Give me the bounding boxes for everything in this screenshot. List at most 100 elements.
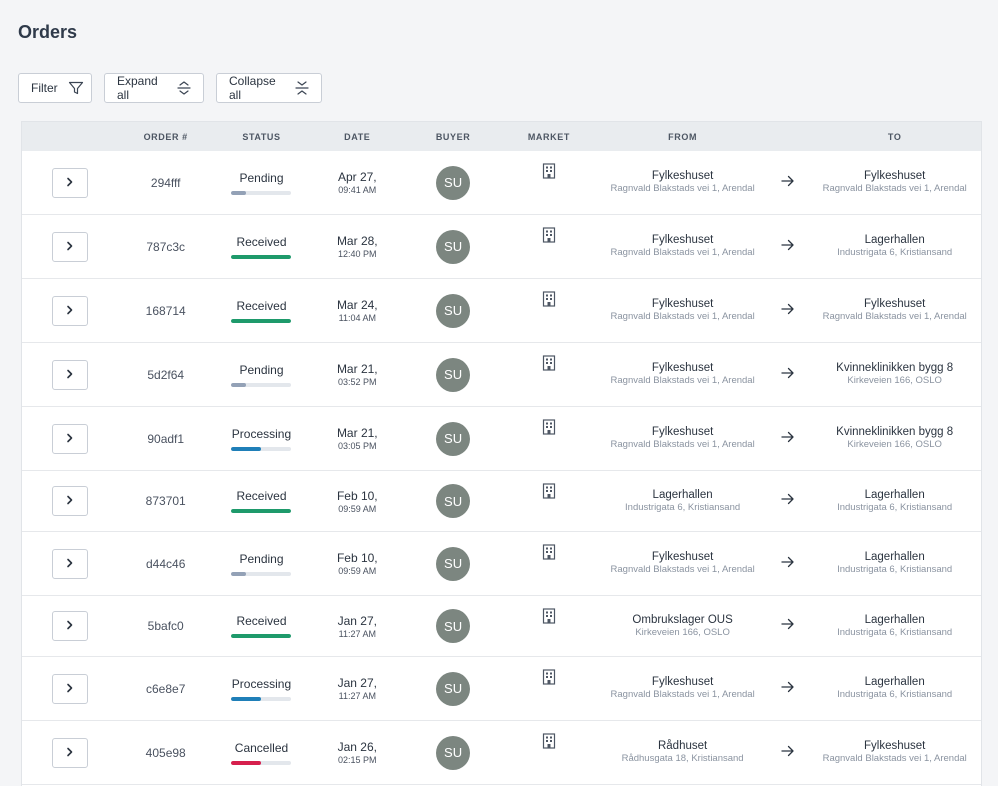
market-cell <box>501 215 597 248</box>
from-cell: Lagerhallen Industrigata 6, Kristiansand <box>597 489 769 514</box>
buyer-avatar[interactable]: SU <box>436 421 471 456</box>
to-cell: Lagerhallen Industrigata 6, Kristiansand <box>808 551 981 576</box>
status-cell: Pending <box>214 171 310 195</box>
header-status: STATUS <box>242 131 281 142</box>
from-location-address: Ragnvald Blakstads vei 1, Arendal <box>610 439 755 450</box>
status-progress-fill <box>231 190 247 195</box>
expand-all-button[interactable]: Expand all <box>104 73 204 103</box>
buyer-avatar[interactable]: SU <box>436 165 471 200</box>
table-row: 5bafc0 Received Jan 27, 11:27 AM SU <box>22 596 981 657</box>
status-progress-fill <box>231 254 292 259</box>
buyer-avatar[interactable]: SU <box>436 735 471 770</box>
buyer-cell: SU <box>405 546 501 581</box>
arrow-right-icon <box>781 302 795 320</box>
order-cell: 90adf1 <box>118 430 214 448</box>
expand-cell <box>22 486 118 516</box>
expand-row-button[interactable] <box>51 673 88 704</box>
filter-button[interactable]: Filter <box>18 73 92 103</box>
expand-row-button[interactable] <box>51 231 88 262</box>
status-progress-bar <box>231 382 292 387</box>
from-cell: Ombrukslager OUS Kirkeveien 166, OSLO <box>597 614 769 639</box>
market-cell <box>501 151 597 184</box>
table-row: 787c3c Received Mar 28, 12:40 PM SU <box>22 215 981 279</box>
order-cell: 294fff <box>118 174 214 192</box>
order-date: Mar 21, <box>336 362 378 376</box>
to-cell: Kvinneklinikken bygg 8 Kirkeveien 166, O… <box>808 362 981 387</box>
to-location-address: Ragnvald Blakstads vei 1, Arendal <box>822 311 967 322</box>
order-cell: 873701 <box>118 492 214 510</box>
chevron-right-icon <box>66 744 74 762</box>
expand-row-button[interactable] <box>51 737 88 768</box>
status-progress-bar <box>231 446 292 451</box>
expand-row-button[interactable] <box>51 548 88 579</box>
chevron-right-icon <box>66 492 74 510</box>
header-buyer: BUYER <box>435 131 471 142</box>
status-progress-bar <box>231 190 292 195</box>
expand-row-button[interactable] <box>51 295 88 326</box>
arrow-right-icon <box>781 617 795 635</box>
buyer-avatar[interactable]: SU <box>436 357 471 392</box>
collapse-all-button[interactable]: Collapse all <box>216 73 322 103</box>
chevron-right-icon <box>66 430 74 448</box>
order-date: Jan 27, <box>337 676 377 690</box>
buyer-avatar[interactable]: SU <box>436 229 471 264</box>
status-cell: Received <box>214 614 310 638</box>
market-cell <box>501 596 597 629</box>
to-location-address: Kirkeveien 166, OSLO <box>847 439 942 450</box>
status-progress-bar <box>231 760 292 765</box>
status-cell: Processing <box>214 427 310 451</box>
to-location-name: Fylkeshuset <box>863 170 926 182</box>
status-progress-fill <box>231 634 292 638</box>
expand-row-button[interactable] <box>51 611 88 641</box>
status-progress-bar <box>231 509 292 513</box>
order-id: 787c3c <box>146 239 186 254</box>
buyer-avatar[interactable]: SU <box>436 609 471 643</box>
from-location-address: Ragnvald Blakstads vei 1, Arendal <box>610 311 755 322</box>
to-cell: Lagerhallen Industrigata 6, Kristiansand <box>808 234 981 259</box>
arrow-right-icon <box>781 238 795 256</box>
status-cell: Received <box>214 489 310 513</box>
buyer-avatar[interactable]: SU <box>436 484 471 518</box>
status-progress-fill <box>231 446 262 451</box>
order-time: 11:04 AM <box>338 313 376 323</box>
buyer-cell: SU <box>405 229 501 264</box>
order-cell: c6e8e7 <box>118 680 214 698</box>
date-cell: Mar 24, 11:04 AM <box>309 298 405 323</box>
from-cell: Fylkeshuset Ragnvald Blakstads vei 1, Ar… <box>597 170 769 195</box>
date-cell: Jan 27, 11:27 AM <box>309 676 405 701</box>
expand-row-button[interactable] <box>51 486 88 516</box>
to-location-address: Industrigata 6, Kristiansand <box>837 247 953 258</box>
order-date: Feb 10, <box>336 551 378 565</box>
expand-cell <box>22 673 118 704</box>
expand-row-button[interactable] <box>51 167 88 198</box>
buyer-avatar[interactable]: SU <box>436 546 471 581</box>
buyer-avatar[interactable]: SU <box>436 671 471 706</box>
expand-row-button[interactable] <box>51 423 88 454</box>
from-cell: Rådhuset Rådhusgata 18, Kristiansand <box>597 740 769 765</box>
order-cell: 787c3c <box>118 238 214 256</box>
table-row: 873701 Received Feb 10, 09:59 AM SU <box>22 471 981 532</box>
status-cell: Cancelled <box>214 741 310 765</box>
table-body: 294fff Pending Apr 27, 09:41 AM SU <box>22 151 981 785</box>
header-from: FROM <box>668 131 698 142</box>
header-date: DATE <box>344 131 371 142</box>
status-cell: Pending <box>214 363 310 387</box>
from-cell: Fylkeshuset Ragnvald Blakstads vei 1, Ar… <box>597 298 769 323</box>
to-location-address: Industrigata 6, Kristiansand <box>837 689 953 700</box>
order-id: 873701 <box>145 494 186 508</box>
to-cell: Lagerhallen Industrigata 6, Kristiansand <box>808 614 981 639</box>
to-location-address: Ragnvald Blakstads vei 1, Arendal <box>822 753 967 764</box>
market-cell <box>501 657 597 690</box>
arrow-cell <box>768 430 808 448</box>
to-cell: Lagerhallen Industrigata 6, Kristiansand <box>808 676 981 701</box>
status-progress-fill <box>231 696 262 701</box>
expand-row-button[interactable] <box>51 359 88 390</box>
buyer-cell: SU <box>405 609 501 643</box>
buyer-avatar[interactable]: SU <box>436 293 471 328</box>
status-progress-fill <box>231 382 247 387</box>
to-location-name: Lagerhallen <box>864 234 925 246</box>
from-location-address: Industrigata 6, Kristiansand <box>625 501 741 513</box>
to-cell: Fylkeshuset Ragnvald Blakstads vei 1, Ar… <box>808 170 981 195</box>
table-row: 294fff Pending Apr 27, 09:41 AM SU <box>22 151 981 215</box>
expand-cell <box>22 737 118 768</box>
